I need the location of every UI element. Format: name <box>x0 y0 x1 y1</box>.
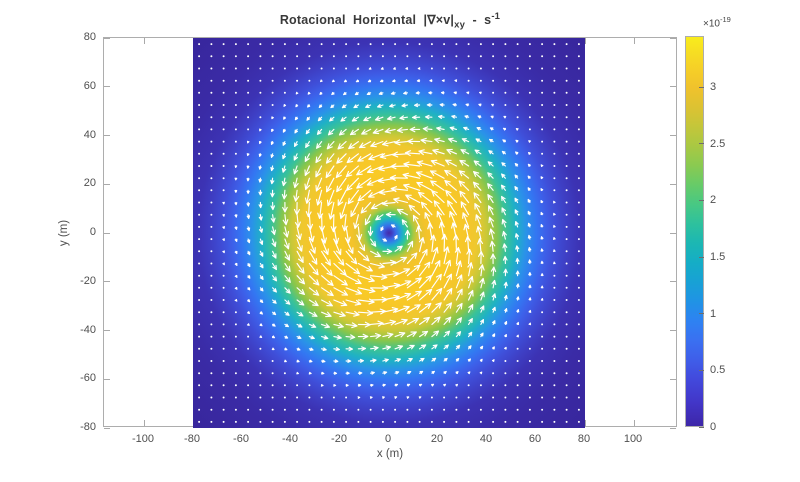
x-tick-mark <box>633 420 635 426</box>
x-tick-label: 80 <box>577 433 591 445</box>
y-tick-mark <box>670 135 676 136</box>
y-tick-label: -20 <box>80 274 96 287</box>
colorbar-tick-label: 2 <box>710 194 717 207</box>
x-tick-label: -100 <box>131 433 155 445</box>
y-tick-label: -60 <box>80 372 96 385</box>
title-infix: - s <box>465 13 492 28</box>
colorbar <box>685 36 704 427</box>
y-tick-mark <box>104 37 110 39</box>
y-tick-label: 60 <box>83 79 96 92</box>
x-tick-label: 20 <box>430 433 444 445</box>
x-tick-mark <box>584 420 586 426</box>
x-tick-mark <box>143 38 145 44</box>
colorbar-tick-mark <box>699 86 704 88</box>
y-tick-mark <box>104 86 110 88</box>
y-tick-mark <box>104 330 110 331</box>
chart-title: Rotacional Horizontal |∇×v|xy - s-1 <box>103 11 677 31</box>
y-tick-mark <box>670 281 676 283</box>
colorbar-exponent-base: ×10 <box>703 18 720 30</box>
x-tick-label: -20 <box>331 433 347 445</box>
y-tick-mark <box>670 330 676 331</box>
y-tick-label: 20 <box>83 177 96 190</box>
y-tick-label: 40 <box>83 128 96 141</box>
x-tick-mark <box>584 38 586 44</box>
quiver-dots <box>198 43 580 423</box>
x-tick-mark <box>633 38 635 44</box>
colorbar-tick-label: 2.5 <box>710 137 726 150</box>
x-tick-label: 0 <box>384 433 392 445</box>
colorbar-tick-label: 1.5 <box>710 251 726 263</box>
y-tick-mark <box>670 37 676 39</box>
title-subscript: xy <box>454 19 466 31</box>
y-tick-mark <box>670 427 676 429</box>
colorbar-exponent-power: -19 <box>719 15 731 24</box>
y-tick-mark <box>670 183 676 185</box>
y-tick-mark <box>104 281 110 283</box>
y-tick-mark <box>104 183 110 185</box>
y-tick-label: -40 <box>80 323 96 336</box>
colorbar-tick-label: 1 <box>710 307 717 320</box>
y-tick-label: 0 <box>89 226 96 238</box>
x-tick-label: -60 <box>233 433 249 445</box>
title-superscript: -1 <box>491 11 501 22</box>
y-tick-mark <box>104 378 110 380</box>
colorbar-tick-label: 0.5 <box>710 364 726 377</box>
curl-heatmap <box>193 38 585 428</box>
colorbar-tick-mark <box>699 313 704 315</box>
y-tick-mark <box>670 86 676 88</box>
colorbar-exponent-label: ×10-19 <box>703 15 731 29</box>
y-tick-mark <box>670 232 676 234</box>
x-tick-label: -80 <box>184 433 200 445</box>
y-tick-mark <box>104 232 110 234</box>
colorbar-tick-mark <box>699 143 704 145</box>
y-tick-label: 80 <box>83 31 96 43</box>
y-tick-mark <box>670 378 676 380</box>
x-axis-label: x (m) <box>376 448 404 460</box>
colorbar-tick-label: 0 <box>710 421 717 433</box>
colorbar-tick-label: 3 <box>710 81 717 93</box>
colorbar-tick-mark <box>699 199 704 201</box>
plot-axes <box>103 37 677 429</box>
quiver-arrow-field <box>198 43 580 423</box>
y-tick-label: -80 <box>80 421 96 433</box>
x-tick-mark <box>143 420 145 426</box>
colorbar-tick-mark <box>699 426 704 428</box>
colorbar-tick-mark <box>699 369 704 371</box>
x-tick-label: 60 <box>528 433 542 445</box>
x-tick-label: 100 <box>623 433 643 445</box>
x-tick-label: 40 <box>479 433 493 445</box>
title-prefix: Rotacional Horizontal |∇×v| <box>279 13 455 28</box>
y-tick-mark <box>104 427 110 429</box>
quiver-arrows <box>222 67 556 399</box>
x-tick-label: -40 <box>282 433 298 445</box>
y-tick-mark <box>104 135 110 136</box>
colorbar-tick-mark <box>699 256 704 258</box>
